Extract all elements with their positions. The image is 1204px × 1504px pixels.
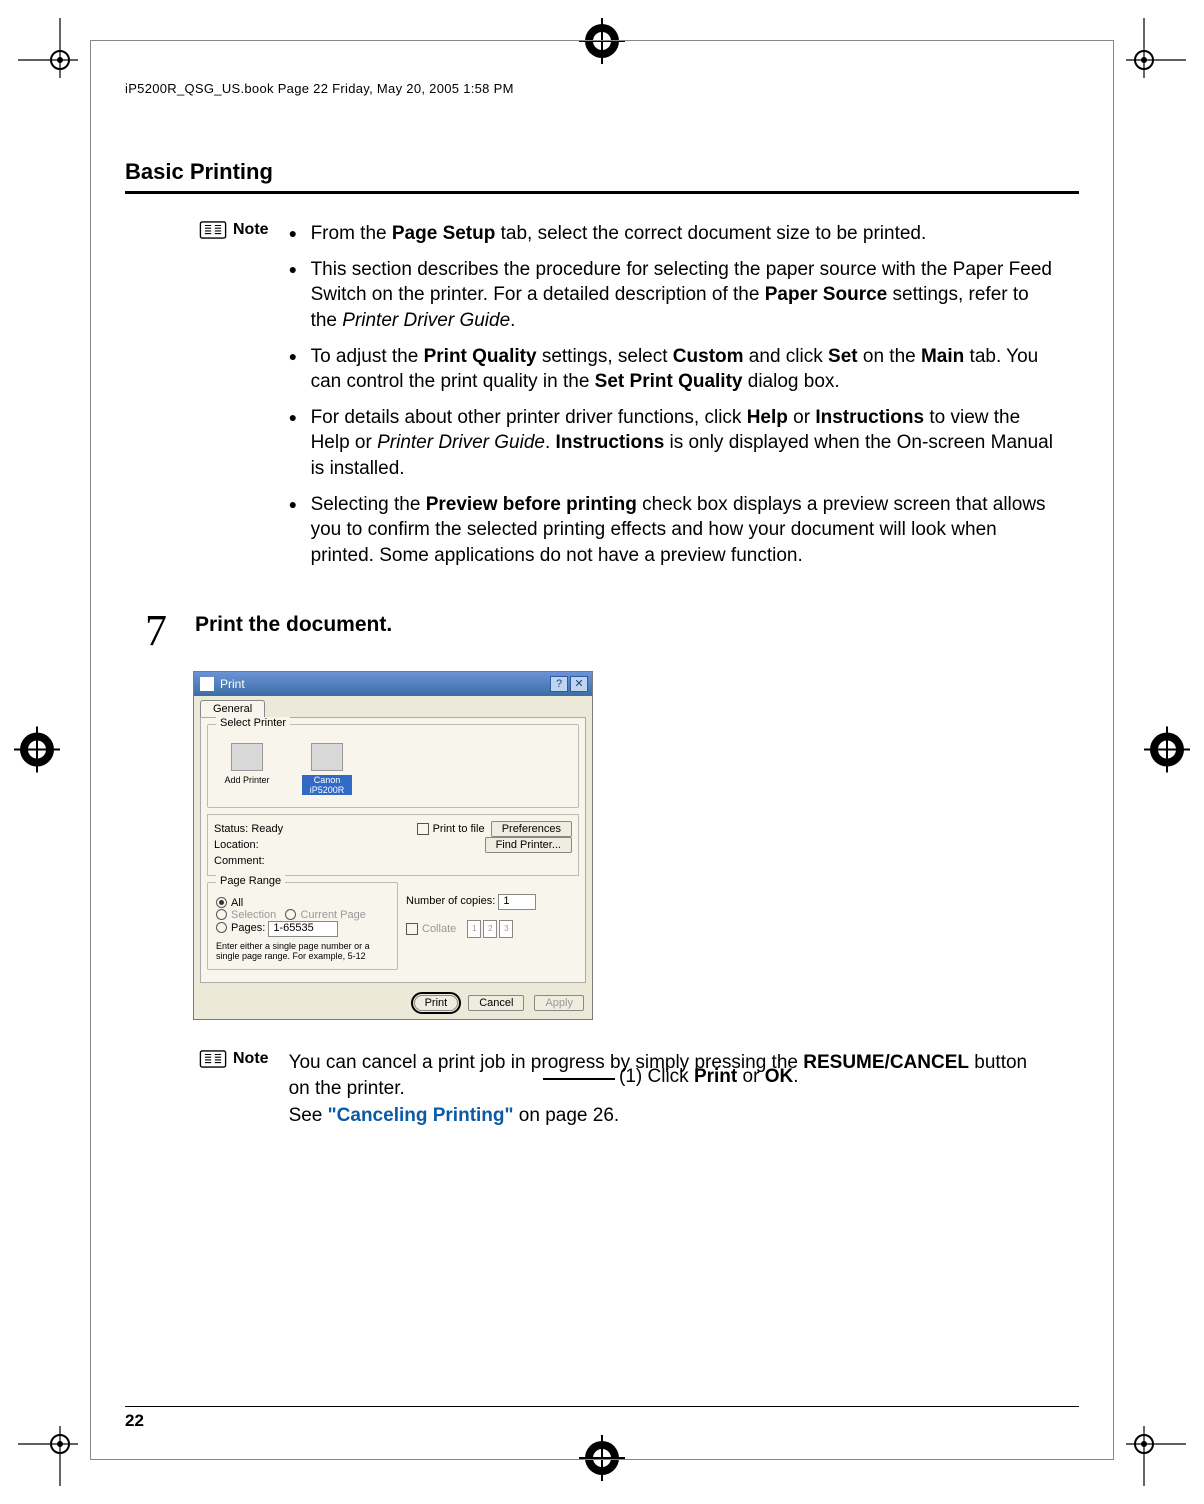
location-label: Location: <box>214 839 280 851</box>
radio-current-page[interactable] <box>285 909 296 920</box>
crop-mark-bl <box>18 1426 78 1486</box>
print-button[interactable]: Print <box>414 995 459 1011</box>
crop-mark-br <box>1126 1426 1186 1486</box>
print-to-file-checkbox[interactable] <box>417 823 429 835</box>
bullet-5: Selecting the Preview before printing ch… <box>289 492 1053 569</box>
registration-target-right <box>1144 727 1190 778</box>
note-icon: Note <box>199 221 269 243</box>
radio-selection[interactable] <box>216 909 227 920</box>
preferences-button[interactable]: Preferences <box>491 821 572 837</box>
printer-item-selected[interactable]: Canon iP5200R <box>302 743 352 795</box>
note-icon-2: Note <box>199 1050 269 1072</box>
bullet-4: For details about other printer driver f… <box>289 405 1053 482</box>
note2-text: You can cancel a print job in progress b… <box>289 1050 1053 1130</box>
step-7: 7 Print the document. <box>139 609 1053 653</box>
collate-checkbox[interactable] <box>406 923 418 935</box>
copies-label: Number of copies: <box>406 895 495 907</box>
add-printer-item[interactable]: Add Printer <box>222 743 272 795</box>
step-number: 7 <box>139 609 167 653</box>
note-bullets: From the Page Setup tab, select the corr… <box>289 221 1053 579</box>
footer-rule <box>125 1406 1079 1407</box>
step-text: Print the document. <box>195 609 392 653</box>
close-button[interactable]: ✕ <box>570 676 588 692</box>
copies-input[interactable]: 1 <box>498 894 536 910</box>
radio-pages[interactable] <box>216 922 227 933</box>
running-header: iP5200R_QSG_US.book Page 22 Friday, May … <box>125 81 514 96</box>
radio-all[interactable] <box>216 897 227 908</box>
help-button[interactable]: ? <box>550 676 568 692</box>
pages-input[interactable]: 1-65535 <box>268 921 338 937</box>
find-printer-button[interactable]: Find Printer... <box>485 837 572 853</box>
bullet-3: To adjust the Print Quality settings, se… <box>289 344 1053 395</box>
group-page-range: Page Range All Selection Current Page Pa… <box>207 882 398 970</box>
section-header: Basic Printing <box>125 159 1079 194</box>
cancel-button[interactable]: Cancel <box>468 995 524 1011</box>
print-dialog: Print ? ✕ General Select Printer Add Pr <box>193 671 593 1020</box>
crop-mark-tl <box>18 18 78 78</box>
range-hint: Enter either a single page number or a s… <box>216 941 389 961</box>
dialog-title: Print <box>220 677 245 691</box>
collate-icon: 123 <box>467 920 513 938</box>
tab-general[interactable]: General <box>200 700 265 717</box>
callout-text: (1) Click Print or OK. <box>619 1066 798 1088</box>
section-rule <box>125 191 1079 194</box>
note-block-2: Note You can cancel a print job in progr… <box>191 1050 1053 1130</box>
group-select-printer: Select Printer Add Printer Canon iP5200R <box>207 724 579 808</box>
status-value: Ready <box>251 823 283 835</box>
titlebar: Print ? ✕ <box>194 672 592 696</box>
tabstrip: General <box>194 696 592 717</box>
page-number: 22 <box>125 1411 144 1431</box>
registration-target-left <box>14 727 60 778</box>
status-label: Status: <box>214 823 248 835</box>
crop-mark-tr <box>1126 18 1186 78</box>
print-to-file-label: Print to file <box>433 823 485 835</box>
group-select-legend: Select Printer <box>216 717 290 729</box>
canceling-printing-link[interactable]: "Canceling Printing" <box>328 1105 514 1126</box>
apply-button[interactable]: Apply <box>534 995 584 1011</box>
note-label-2: Note <box>233 1050 269 1068</box>
bullet-2: This section describes the procedure for… <box>289 257 1053 334</box>
bullet-1: From the Page Setup tab, select the corr… <box>289 221 1053 247</box>
app-icon <box>200 677 214 691</box>
note-label: Note <box>233 221 269 239</box>
section-title: Basic Printing <box>125 159 273 184</box>
group-range-legend: Page Range <box>216 875 285 887</box>
comment-label: Comment: <box>214 855 280 867</box>
note-block-1: Note From the Page Setup tab, select the… <box>191 221 1053 579</box>
page-frame: iP5200R_QSG_US.book Page 22 Friday, May … <box>90 40 1114 1460</box>
